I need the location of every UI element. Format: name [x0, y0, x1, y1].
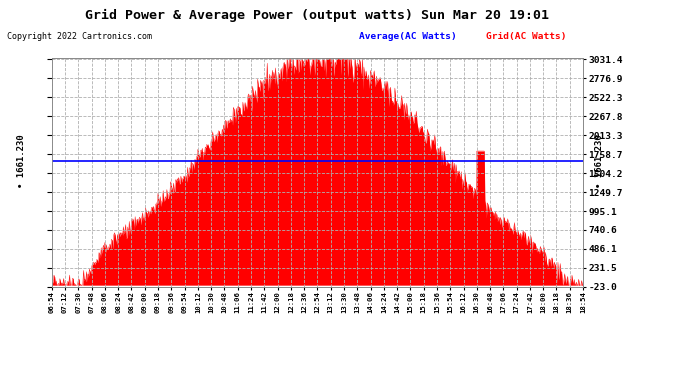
Text: Copyright 2022 Cartronics.com: Copyright 2022 Cartronics.com	[7, 32, 152, 41]
Text: • 1661.230: • 1661.230	[17, 135, 26, 188]
Text: • 1661.230: • 1661.230	[595, 135, 604, 188]
Text: Average(AC Watts): Average(AC Watts)	[359, 32, 457, 41]
Text: Grid(AC Watts): Grid(AC Watts)	[486, 32, 567, 41]
Text: Grid Power & Average Power (output watts) Sun Mar 20 19:01: Grid Power & Average Power (output watts…	[86, 9, 549, 22]
